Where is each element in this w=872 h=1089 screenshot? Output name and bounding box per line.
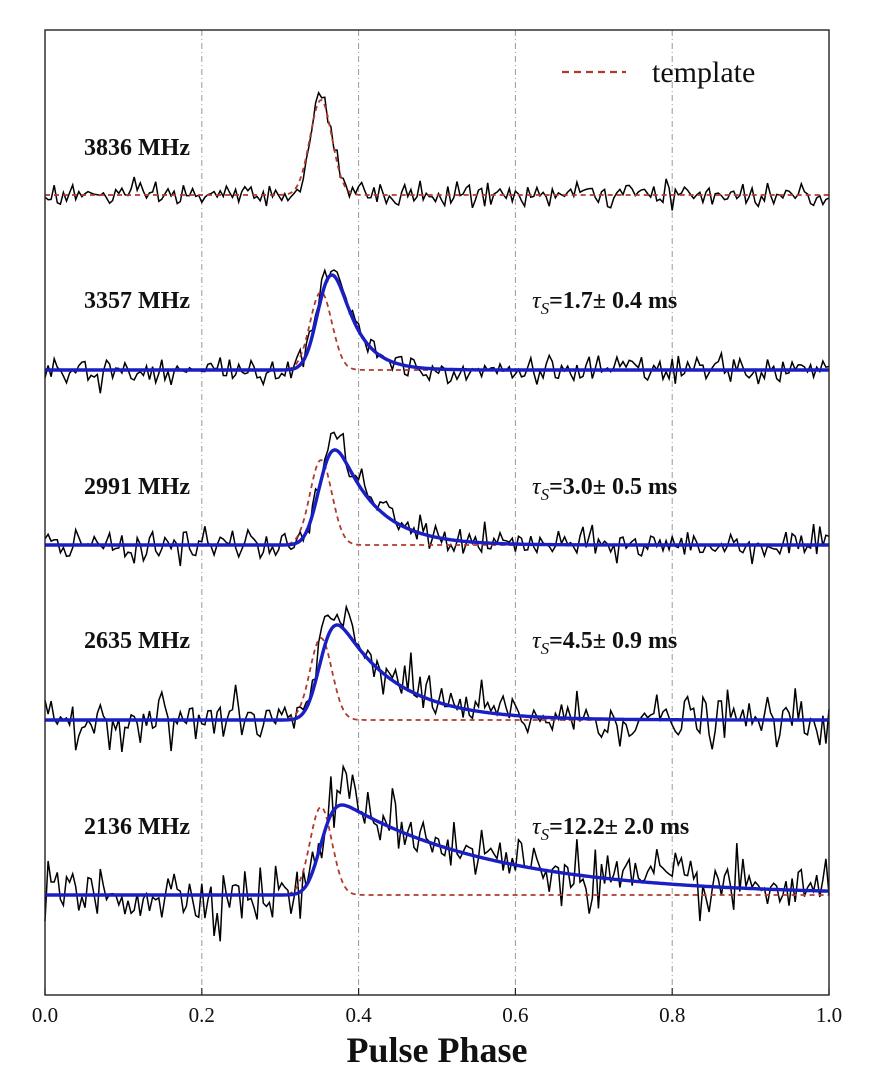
panel-1 [44,267,830,394]
fit-curve [45,803,829,897]
tau-symbol: τ [532,474,542,500]
panel-0 [44,90,830,211]
legend-template-label: template [652,56,755,89]
tau-subscript: S [541,485,550,504]
fit-curve [45,623,829,722]
tau-value: =1.7± 0.4 ms [549,288,677,314]
frequency-label: 3357 MHz [84,288,190,314]
fit-curve [45,273,829,372]
x-axis-ticks: 0.0 0.2 0.4 0.6 0.8 1.0 [32,988,842,1027]
legend: template [562,56,755,89]
frequency-label: 2991 MHz [84,474,190,500]
tau-symbol: τ [532,628,542,654]
tau-value: =12.2± 2.0 ms [549,814,689,840]
tau-label: τS=3.0± 0.5 ms [532,474,677,504]
template-curve [45,98,829,196]
plot-frame [44,29,830,996]
tau-subscript: S [541,825,550,844]
tau-value: =3.0± 0.5 ms [549,474,677,500]
x-tick-label: 0.0 [32,1003,58,1027]
tau-symbol: τ [532,288,542,314]
x-tick-label: 0.8 [659,1003,685,1027]
data-trace [44,90,830,211]
frequency-label: 2635 MHz [84,628,190,654]
vertical-grid [201,30,673,995]
panel-3 [44,603,830,752]
x-axis-label: Pulse Phase [346,1030,527,1070]
data-trace [44,763,830,942]
data-trace [44,431,830,567]
tau-subscript: S [541,639,550,658]
tau-label: τS=1.7± 0.4 ms [532,288,677,318]
tau-symbol: τ [532,814,542,840]
x-tick-label: 0.4 [345,1003,372,1027]
x-tick-label: 1.0 [816,1003,842,1027]
fit-curve [45,448,829,547]
frequency-label: 2136 MHz [84,814,190,840]
x-tick-label: 0.2 [189,1003,215,1027]
x-tick-label: 0.6 [502,1003,528,1027]
tau-subscript: S [541,299,550,318]
frequency-label: 3836 MHz [84,135,190,161]
panel-2 [44,431,830,567]
tau-value: =4.5± 0.9 ms [549,628,677,654]
panel-4 [44,763,830,942]
tau-label: τS=12.2± 2.0 ms [532,814,689,844]
tau-label: τS=4.5± 0.9 ms [532,628,677,658]
pulse-traces [44,90,830,942]
